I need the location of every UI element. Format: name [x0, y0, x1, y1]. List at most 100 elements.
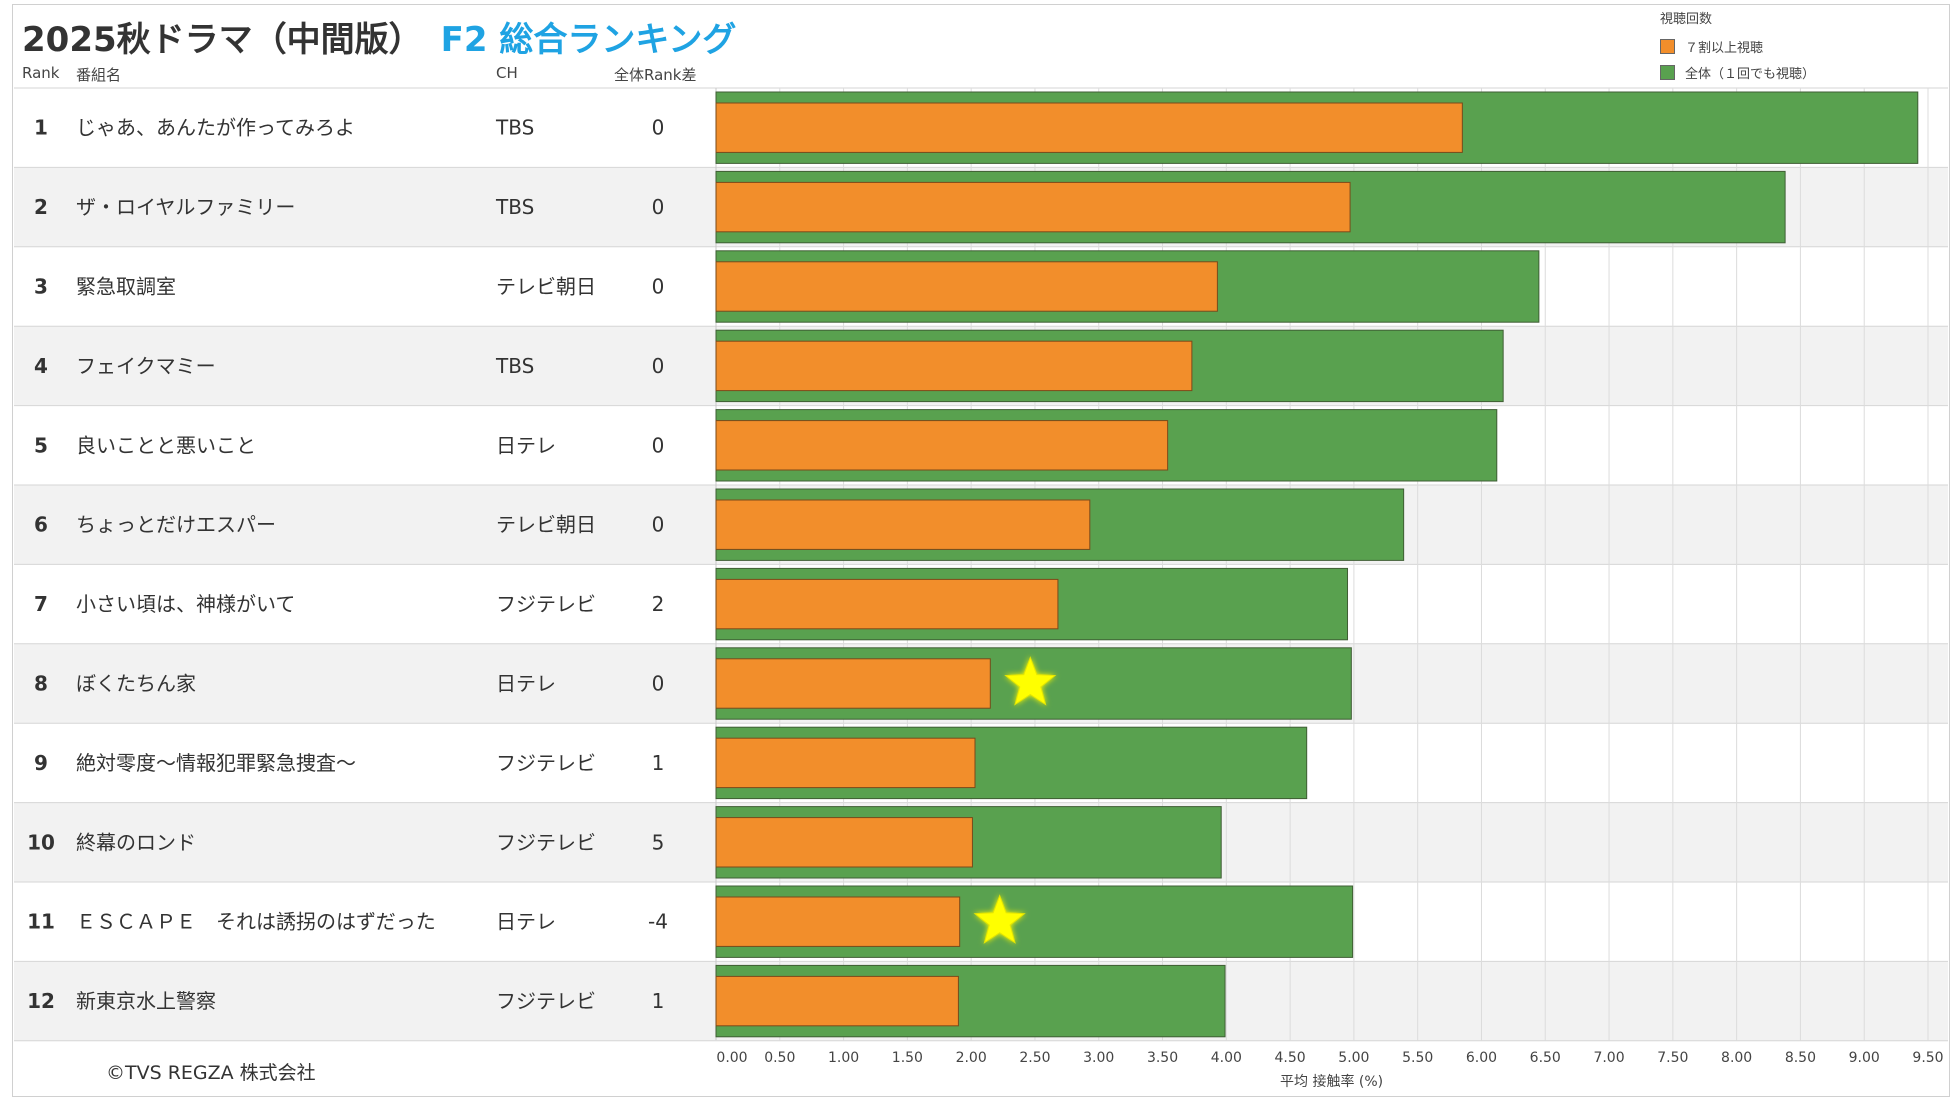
channel-name: フジテレビ: [496, 830, 596, 854]
bar-70pct-viewers: [715, 340, 1193, 392]
bar-70pct-viewers: [715, 420, 1169, 471]
x-tick-label: 9.00: [1849, 1050, 1880, 1066]
legend-title: 視聴回数: [1660, 12, 1713, 27]
rank-number: 5: [34, 433, 48, 457]
program-name: 良いことと悪いこと: [76, 433, 256, 457]
x-tick-label: 6.50: [1530, 1050, 1561, 1066]
bar-70pct-viewers: [715, 181, 1351, 233]
rank-number: 8: [34, 672, 48, 696]
legend: 視聴回数 ７割以上視聴 全体（１回でも視聴）: [1660, 8, 1815, 85]
star-icon: [973, 894, 1026, 944]
bar-70pct-viewers: [715, 499, 1091, 550]
channel-name: フジテレビ: [496, 592, 596, 616]
channel-name: 日テレ: [496, 672, 556, 696]
bar-70pct-viewers: [715, 817, 973, 868]
x-tick-label: 9.50: [1912, 1050, 1943, 1066]
rank-number: 11: [27, 910, 55, 934]
rank-number: 6: [34, 513, 48, 537]
program-name: フェイクマミー: [76, 354, 216, 378]
rank-diff-value: 0: [652, 275, 665, 299]
channel-name: テレビ朝日: [496, 275, 596, 299]
x-tick-label: 7.50: [1657, 1050, 1688, 1066]
legend-label-70pct: ７割以上視聴: [1685, 40, 1764, 56]
rank-number: 7: [34, 592, 48, 616]
column-header-rank-diff: 全体Rank差: [614, 66, 697, 84]
legend-swatch-green: [1660, 64, 1675, 80]
legend-item-all: 全体（１回でも視聴）: [1660, 59, 1815, 85]
rank-diff-value: 5: [652, 830, 665, 854]
x-tick-label: 0.50: [764, 1050, 795, 1066]
program-name: ちょっとだけエスパー: [76, 513, 276, 537]
rank-diff-value: 1: [652, 751, 665, 775]
column-header-program: 番組名: [76, 66, 122, 84]
bar-70pct-viewers: [715, 261, 1218, 312]
bar-70pct-viewers: [715, 975, 959, 1027]
x-tick-label: 2.00: [956, 1050, 987, 1066]
x-tick-label: 1.50: [892, 1050, 923, 1066]
rank-number: 3: [34, 275, 48, 299]
program-name: 絶対零度～情報犯罪緊急捜査～: [76, 751, 356, 775]
program-name: 緊急取調室: [76, 275, 176, 299]
program-name: 終幕のロンド: [76, 830, 196, 854]
rank-diff-value: 0: [652, 513, 665, 537]
rank-diff-value: 1: [652, 989, 665, 1013]
page-title: 2025秋ドラマ（中間版） F2 総合ランキング: [22, 12, 736, 61]
title-sub: F2 総合ランキング: [440, 20, 737, 60]
rank-number: 4: [34, 354, 48, 378]
channel-name: フジテレビ: [496, 989, 596, 1013]
x-tick-label: 0.00: [716, 1050, 747, 1066]
bar-70pct-viewers: [715, 102, 1463, 153]
channel-name: TBS: [495, 354, 534, 378]
program-name: 新東京水上警察: [76, 989, 216, 1013]
legend-label-all: 全体（１回でも視聴）: [1685, 66, 1816, 82]
star-icon: [1004, 656, 1057, 706]
x-tick-label: 5.00: [1338, 1050, 1369, 1066]
x-axis-label: 平均 接触率 (%): [1280, 1074, 1384, 1090]
x-tick-label: 5.50: [1402, 1050, 1433, 1066]
x-tick-label: 3.00: [1083, 1050, 1114, 1066]
rank-diff-value: 0: [652, 195, 665, 219]
rank-number: 9: [34, 751, 48, 775]
copyright: ©TVS REGZA 株式会社: [106, 1062, 316, 1084]
rank-diff-value: 0: [652, 672, 665, 696]
rank-number: 2: [34, 195, 48, 219]
channel-name: 日テレ: [496, 433, 556, 457]
program-name: ぼくたちん家: [76, 672, 196, 696]
program-name: ザ・ロイヤルファミリー: [76, 195, 295, 219]
legend-swatch-orange: [1660, 38, 1675, 54]
rank-diff-value: 0: [652, 354, 665, 378]
x-tick-label: 4.00: [1211, 1050, 1242, 1066]
x-tick-label: 3.50: [1147, 1050, 1178, 1066]
x-tick-label: 7.00: [1593, 1050, 1624, 1066]
channel-name: 日テレ: [496, 910, 556, 934]
rank-number: 10: [27, 830, 55, 854]
rank-number: 1: [34, 116, 48, 140]
channel-name: TBS: [495, 116, 534, 140]
x-tick-label: 4.50: [1275, 1050, 1306, 1066]
bar-70pct-viewers: [715, 578, 1059, 630]
bar-70pct-viewers: [715, 896, 961, 947]
channel-name: フジテレビ: [496, 751, 596, 775]
x-tick-label: 1.00: [828, 1050, 859, 1066]
channel-name: TBS: [495, 195, 534, 219]
rank-diff-value: 2: [652, 592, 665, 616]
x-tick-label: 8.50: [1785, 1050, 1816, 1066]
bar-70pct-viewers: [715, 737, 976, 789]
column-header-rank: Rank: [22, 64, 60, 82]
rank-number: 12: [27, 989, 55, 1013]
legend-item-70pct: ７割以上視聴: [1660, 33, 1815, 59]
rank-diff-value: 0: [652, 433, 665, 457]
rank-diff-value: 0: [652, 116, 665, 140]
program-name: じゃあ、あんたが作ってみろよ: [76, 116, 355, 140]
x-tick-label: 2.50: [1019, 1050, 1050, 1066]
x-tick-label: 8.00: [1721, 1050, 1752, 1066]
title-main: 2025秋ドラマ（中間版）: [22, 20, 423, 60]
rank-diff-value: -4: [648, 910, 668, 934]
x-tick-label: 6.00: [1466, 1050, 1497, 1066]
program-name: ＥＳＣＡＰＥ それは誘拐のはずだった: [76, 910, 436, 934]
bar-70pct-viewers: [715, 658, 991, 709]
column-header-channel: CH: [496, 64, 518, 82]
program-name: 小さい頃は、神様がいて: [76, 592, 295, 616]
channel-name: テレビ朝日: [496, 513, 596, 537]
